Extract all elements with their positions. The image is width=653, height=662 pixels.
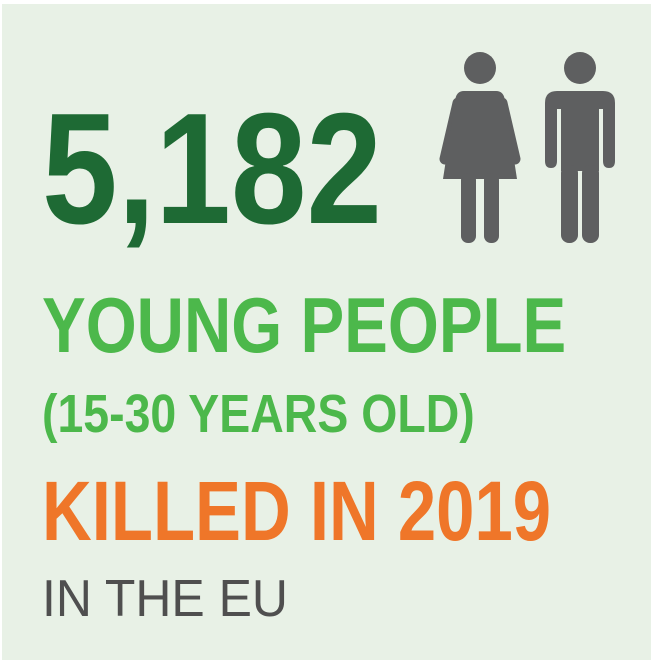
region-label: IN THE EU — [42, 570, 288, 628]
man-icon — [545, 52, 615, 243]
stat-number: 5,182 — [42, 81, 383, 257]
killed-label: KILLED IN 2019 — [42, 464, 552, 558]
infographic-card: 5,182 YOUNG PEOPLE (15-30 YEARS OLD) KIL… — [2, 4, 651, 660]
age-range-label: (15-30 YEARS OLD) — [42, 384, 475, 444]
woman-icon — [439, 52, 521, 243]
young-people-label: YOUNG PEOPLE — [42, 281, 567, 369]
